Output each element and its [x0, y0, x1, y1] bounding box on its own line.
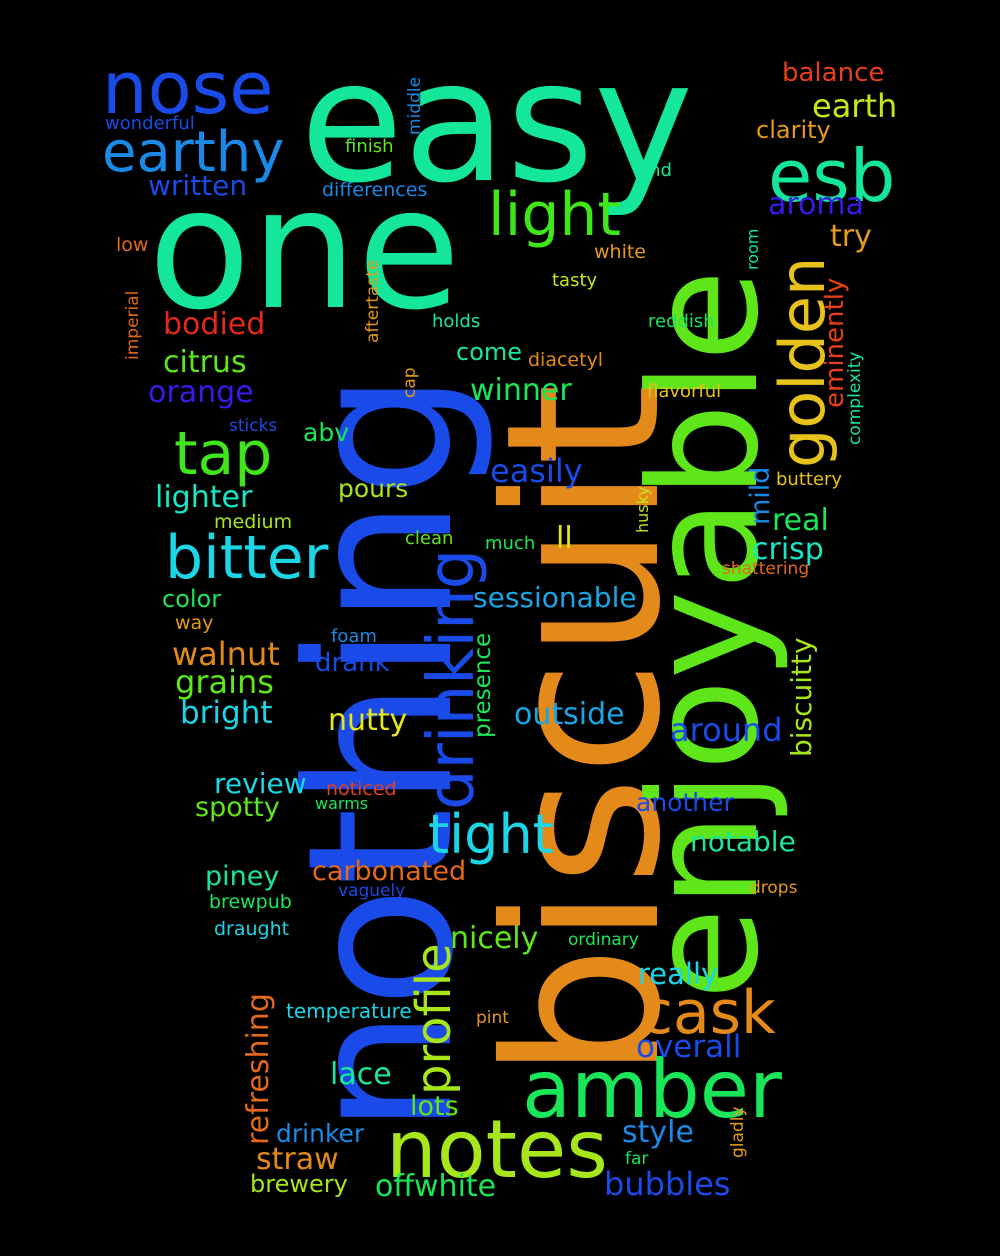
- word-clean: clean: [405, 528, 454, 549]
- word-orange: orange: [148, 375, 254, 410]
- word-bodied: bodied: [163, 307, 266, 342]
- word-lace: lace: [330, 1057, 392, 1092]
- word-tasty: tasty: [552, 270, 598, 291]
- word-biscuitty: biscuitty: [785, 637, 818, 757]
- word-white: white: [594, 241, 646, 263]
- word-way: way: [175, 612, 214, 634]
- word-straw: straw: [256, 1142, 339, 1177]
- word-nose: nose: [102, 46, 274, 130]
- word-abv: abv: [303, 418, 349, 447]
- word-pint: pint: [476, 1008, 509, 1028]
- word-gladly: gladly: [728, 1106, 748, 1158]
- word-mild: mild: [745, 466, 776, 525]
- word-sessionable: sessionable: [473, 581, 637, 614]
- word-middle: middle: [405, 76, 425, 135]
- word-lots: lots: [410, 1091, 459, 1122]
- word-lighter: lighter: [155, 480, 253, 515]
- word-aroma: aroma: [768, 187, 865, 222]
- word-end: end: [638, 160, 672, 181]
- word-reddish: reddish: [648, 311, 715, 332]
- word-husky: husky: [633, 486, 652, 533]
- word-light: light: [488, 180, 621, 250]
- word-nicely: nicely: [450, 921, 539, 956]
- word-outside: outside: [514, 697, 625, 732]
- word-bubbles: bubbles: [604, 1165, 731, 1203]
- word-walnut: walnut: [172, 635, 280, 673]
- word-vaguely: vaguely: [338, 881, 406, 901]
- word-spotty: spotty: [195, 792, 280, 823]
- word-drinker: drinker: [276, 1119, 365, 1148]
- word-drops: drops: [750, 878, 798, 898]
- word-easily: easily: [490, 452, 583, 490]
- word-differences: differences: [322, 179, 428, 201]
- word-carbonated: carbonated: [312, 856, 467, 887]
- word-written: written: [148, 169, 248, 202]
- word-overall: overall: [636, 1029, 742, 1065]
- word-citrus: citrus: [163, 345, 247, 380]
- word-wonderful: wonderful: [105, 113, 195, 134]
- word-winner: winner: [470, 373, 572, 408]
- word-piney: piney: [205, 861, 280, 892]
- word-clarity: clarity: [756, 116, 831, 144]
- word-grains: grains: [175, 663, 274, 701]
- word-really: really: [638, 957, 719, 991]
- word-esb: esb: [768, 134, 896, 218]
- word-amber: amber: [522, 1043, 782, 1136]
- word-tight: tight: [428, 803, 554, 866]
- word-cap: cap: [400, 367, 420, 398]
- word-draught: draught: [214, 918, 290, 940]
- word-presence: presence: [470, 632, 496, 738]
- word-medium: medium: [214, 511, 293, 533]
- word-ordinary: ordinary: [568, 930, 639, 950]
- word-much: much: [485, 533, 536, 554]
- word-offwhite: offwhite: [375, 1169, 497, 1204]
- word-foam: foam: [331, 626, 377, 647]
- word-warms: warms: [315, 794, 369, 813]
- word-refreshing: refreshing: [241, 993, 276, 1145]
- word-ll: ll: [556, 521, 573, 556]
- word-balance: balance: [782, 58, 885, 88]
- word-finish: finish: [345, 136, 394, 157]
- word-real: real: [772, 503, 829, 538]
- word-low: low: [116, 234, 149, 256]
- word-complexity: complexity: [845, 351, 865, 446]
- word-notes: notes: [386, 1103, 608, 1196]
- word-brewpub: brewpub: [209, 891, 292, 913]
- word-holds: holds: [432, 311, 481, 332]
- word-notable: notable: [690, 825, 796, 858]
- word-buttery: buttery: [776, 469, 843, 490]
- word-try: try: [830, 219, 872, 254]
- word-pours: pours: [338, 474, 409, 503]
- word-style: style: [622, 1115, 694, 1150]
- word-one: one: [148, 151, 461, 347]
- word-brewery: brewery: [250, 1170, 348, 1198]
- word-flavorful: flavorful: [647, 381, 722, 402]
- word-aftertaste: aftertaste: [363, 259, 383, 343]
- word-easy: easy: [300, 24, 694, 220]
- word-crisp: crisp: [752, 532, 824, 567]
- word-profile: profile: [406, 943, 462, 1095]
- word-sticks: sticks: [229, 416, 278, 436]
- word-drank: drank: [315, 648, 390, 678]
- word-review: review: [214, 767, 307, 800]
- word-temperature: temperature: [286, 999, 412, 1023]
- word-shattering: shattering: [722, 559, 810, 579]
- word-bitter: bitter: [165, 523, 329, 593]
- word-color: color: [162, 585, 222, 613]
- word-bright: bright: [180, 695, 273, 731]
- word-cask: cask: [640, 978, 776, 1048]
- word-far: far: [625, 1149, 649, 1169]
- word-another: another: [636, 788, 734, 817]
- word-diacetyl: diacetyl: [528, 349, 604, 371]
- word-nutty: nutty: [328, 703, 408, 738]
- word-earth: earth: [812, 87, 898, 125]
- word-around: around: [670, 711, 783, 749]
- word-room: room: [743, 228, 762, 270]
- word-earthy: earthy: [102, 120, 285, 185]
- word-tap: tap: [174, 419, 273, 489]
- word-imperial: imperial: [123, 290, 143, 360]
- word-noticed: noticed: [326, 778, 397, 800]
- word-come: come: [456, 338, 523, 366]
